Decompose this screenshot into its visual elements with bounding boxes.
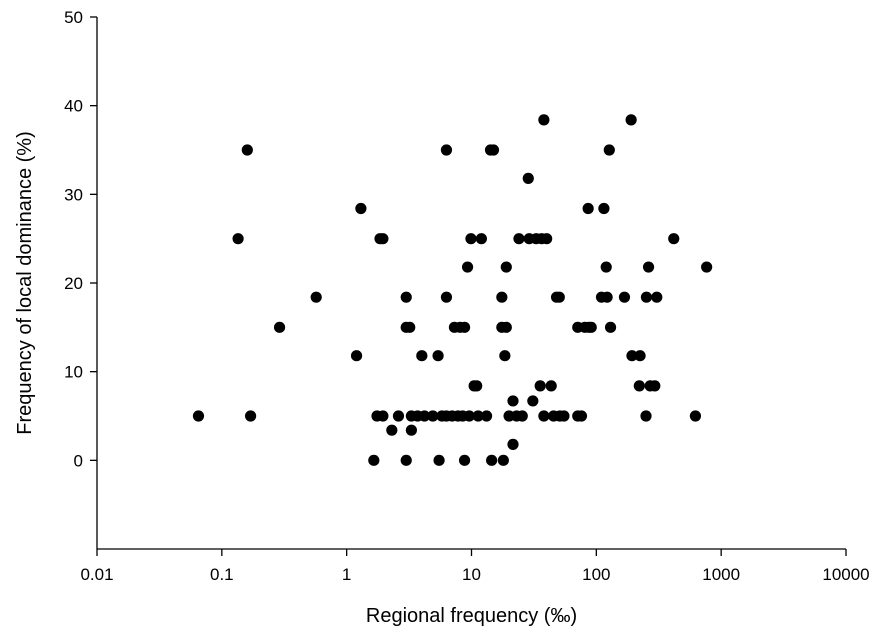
y-tick-label: 40 — [64, 97, 83, 116]
data-point — [642, 261, 655, 273]
data-point — [392, 410, 405, 422]
data-point — [273, 321, 286, 333]
data-point — [350, 350, 363, 362]
data-point — [640, 410, 652, 422]
y-tick-label: 0 — [74, 451, 83, 470]
data-point — [553, 291, 565, 303]
data-point — [499, 350, 511, 362]
data-point — [522, 172, 534, 184]
data-point — [241, 144, 253, 156]
data-points — [192, 114, 713, 466]
y-axis-ticks: 0 10 20 30 40 50 — [64, 8, 97, 470]
data-point — [603, 144, 615, 156]
data-point — [400, 291, 412, 303]
y-tick-label: 20 — [64, 274, 83, 293]
x-tick-label: 10000 — [822, 565, 869, 584]
data-point — [601, 291, 613, 303]
data-point — [541, 233, 553, 245]
data-point — [668, 233, 680, 245]
data-point — [386, 424, 398, 436]
x-tick-label: 10 — [462, 565, 481, 584]
x-tick-label: 100 — [582, 565, 610, 584]
data-point — [649, 380, 661, 392]
data-point — [538, 410, 550, 422]
data-point — [427, 410, 439, 422]
data-point — [404, 321, 416, 333]
data-point — [433, 454, 445, 466]
data-point — [600, 261, 612, 273]
data-point — [418, 410, 431, 422]
data-point — [585, 321, 597, 333]
data-point — [625, 114, 637, 126]
x-axis-title: Regional frequency (‰) — [366, 605, 577, 627]
data-point — [310, 291, 322, 303]
data-point — [651, 291, 663, 303]
data-point — [487, 144, 500, 156]
data-point — [432, 350, 444, 362]
y-tick-label: 10 — [64, 363, 83, 382]
data-point — [497, 454, 509, 466]
data-point — [558, 410, 570, 422]
y-tick-label: 30 — [64, 185, 83, 204]
data-point — [368, 454, 380, 466]
data-point — [582, 202, 594, 215]
data-point — [633, 380, 645, 392]
data-point — [527, 395, 539, 407]
data-point — [245, 410, 257, 422]
data-point — [598, 202, 610, 215]
y-axis-title: Frequency of local dominance (%) — [14, 131, 36, 434]
data-point — [475, 233, 487, 245]
data-point — [458, 321, 471, 333]
data-point — [405, 424, 417, 436]
data-point — [507, 438, 519, 450]
data-point — [513, 233, 525, 245]
data-point — [377, 233, 389, 245]
data-point — [440, 291, 453, 303]
data-point — [538, 114, 550, 126]
data-point — [232, 233, 244, 245]
data-point — [640, 291, 653, 303]
data-point — [634, 350, 646, 362]
data-point — [400, 454, 412, 466]
data-point — [486, 454, 498, 466]
x-tick-label: 0.01 — [80, 565, 113, 584]
data-point — [626, 350, 638, 362]
data-point — [458, 454, 471, 466]
data-point — [471, 380, 483, 392]
data-point — [465, 233, 477, 245]
data-point — [545, 380, 557, 392]
x-tick-label: 1000 — [702, 565, 740, 584]
data-point — [440, 144, 453, 156]
data-point — [575, 410, 588, 422]
data-point — [461, 261, 474, 273]
data-point — [500, 321, 512, 333]
y-tick-label: 50 — [64, 8, 83, 27]
data-point — [377, 410, 389, 422]
data-point — [500, 261, 512, 273]
data-point — [355, 202, 367, 215]
axes — [96, 17, 846, 550]
x-tick-label: 0.1 — [210, 565, 234, 584]
data-point — [463, 410, 475, 422]
data-point — [604, 321, 617, 333]
data-point — [689, 410, 702, 422]
x-tick-label: 1 — [342, 565, 351, 584]
data-point — [416, 350, 428, 362]
data-point — [507, 395, 519, 407]
data-point — [516, 410, 528, 422]
data-point — [618, 291, 631, 303]
data-point — [701, 261, 713, 273]
x-axis-ticks: 0.01 0.1 1 10 100 1000 10000 — [80, 549, 870, 584]
data-point — [192, 410, 205, 422]
data-point — [496, 291, 508, 303]
data-point — [480, 410, 493, 422]
data-point — [534, 380, 546, 392]
data-point — [472, 410, 484, 422]
